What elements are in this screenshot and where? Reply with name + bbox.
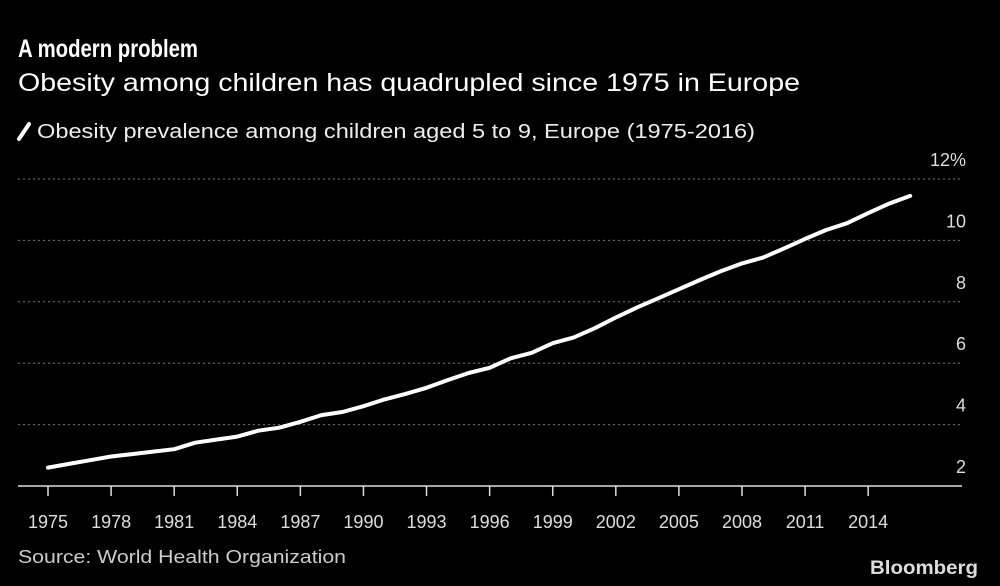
x-axis: 1975 1978 1981 1984 1987 1990 1993 1996 1999 2002… xyxy=(28,486,888,532)
x-tick-label: 1975 xyxy=(28,512,68,532)
x-tick-label: 1987 xyxy=(280,512,320,532)
series xyxy=(46,193,913,470)
x-tick-label: 1978 xyxy=(91,512,131,532)
x-tick-label: 2005 xyxy=(659,512,699,532)
legend-line-icon xyxy=(17,122,31,141)
x-tick-label: 2014 xyxy=(848,512,888,532)
chart-title: A modern problem xyxy=(18,35,198,63)
y-axis: 2 4 6 8 10 12% xyxy=(930,150,966,477)
x-tick-label: 1999 xyxy=(533,512,573,532)
y-tick-label: 8 xyxy=(956,273,966,293)
y-tick-label: 6 xyxy=(956,334,966,354)
bloomberg-logo: Bloomberg xyxy=(870,558,978,579)
x-tick-label: 1984 xyxy=(217,512,257,532)
y-tick-label: 10 xyxy=(946,211,966,231)
x-tick-label: 2011 xyxy=(786,512,825,532)
x-tick-label: 1990 xyxy=(343,512,383,532)
y-tick-label: 4 xyxy=(956,396,966,416)
x-tick-label: 1981 xyxy=(154,512,194,532)
legend-label: Obesity prevalence among children aged 5… xyxy=(37,121,755,143)
series-line xyxy=(46,193,913,470)
x-tick-label: 1996 xyxy=(470,512,510,532)
x-tick-label: 1993 xyxy=(407,512,447,532)
source-note: Source: World Health Organization xyxy=(18,547,346,567)
y-tick-label: 2 xyxy=(956,457,966,477)
legend: Obesity prevalence among children aged 5… xyxy=(17,121,755,143)
x-tick-label: 2008 xyxy=(722,512,762,532)
chart-subtitle: Obesity among children has quadrupled si… xyxy=(18,69,800,97)
y-tick-label: 12% xyxy=(930,150,966,170)
x-tick-label: 2002 xyxy=(596,512,636,532)
